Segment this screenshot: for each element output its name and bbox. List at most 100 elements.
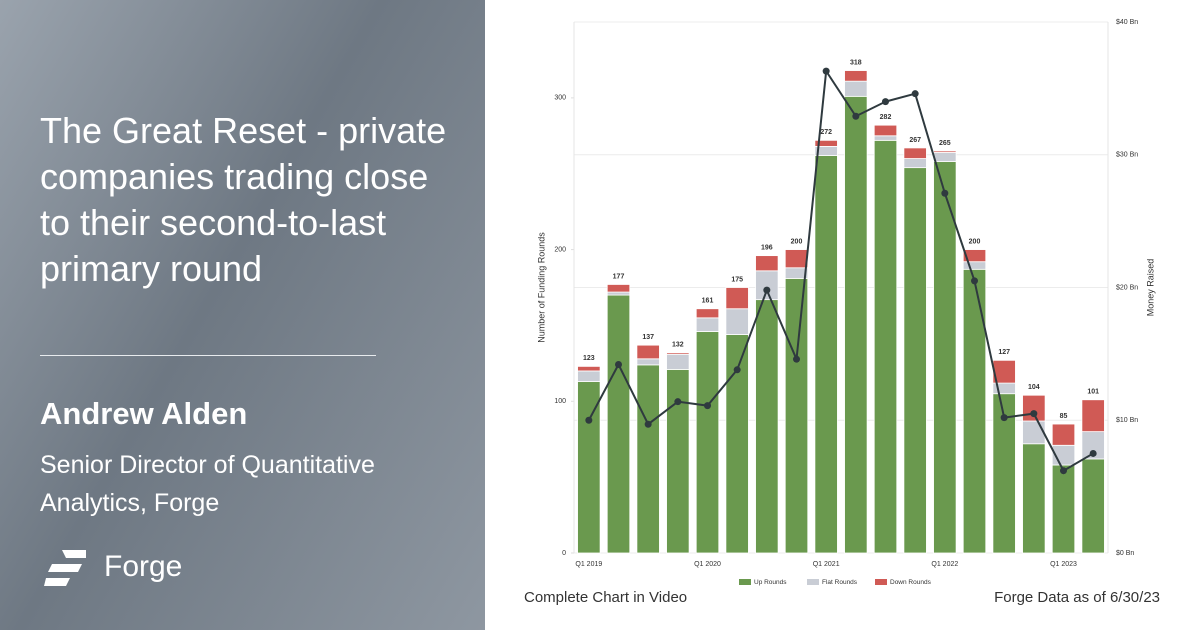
total-label: 196 xyxy=(761,244,773,251)
total-label: 318 xyxy=(850,59,862,66)
bar-segment xyxy=(636,358,660,366)
divider xyxy=(40,355,376,356)
legend-swatch xyxy=(807,579,819,585)
bar-segment xyxy=(725,308,749,335)
bar-segment xyxy=(873,135,898,141)
total-label: 161 xyxy=(702,298,714,305)
logo-icon xyxy=(44,550,86,586)
line-point xyxy=(941,189,949,197)
bar-segment xyxy=(666,369,690,554)
bar-segment xyxy=(933,150,957,153)
bar-segment xyxy=(962,268,987,554)
footer-left: Complete Chart in Video xyxy=(524,589,687,606)
bar-segment xyxy=(962,261,987,270)
y2-tick-label: $0 Bn xyxy=(1116,550,1134,557)
line-point xyxy=(644,420,652,428)
bar-segment xyxy=(903,147,927,159)
y-tick-label: 300 xyxy=(554,95,566,102)
bar-segment xyxy=(1081,399,1105,433)
line-point xyxy=(911,90,919,98)
bar-segment xyxy=(695,317,720,332)
bar-segment xyxy=(903,167,927,554)
bar-segment xyxy=(1051,464,1076,554)
bar-segment xyxy=(636,364,660,554)
legend-label: Flat Rounds xyxy=(822,579,858,586)
y-tick-label: 100 xyxy=(554,398,566,405)
line-point xyxy=(1089,449,1097,457)
bar-segment xyxy=(844,95,868,554)
y-tick-label: 0 xyxy=(562,550,566,557)
bar-segment xyxy=(1022,443,1046,554)
line-point xyxy=(733,366,741,374)
bar-segment xyxy=(1022,420,1046,445)
total-label: 272 xyxy=(820,129,832,136)
x-tick-label: Q1 2020 xyxy=(694,561,721,568)
legend-label: Down Rounds xyxy=(890,579,932,586)
total-label: 101 xyxy=(1087,389,1099,396)
bar-segment xyxy=(1051,423,1076,446)
bar-segment xyxy=(755,270,779,301)
bar-segment xyxy=(636,344,660,360)
bar-segment xyxy=(903,158,927,169)
line-point xyxy=(674,398,682,406)
headline: The Great Reset - private companies trad… xyxy=(40,110,447,289)
total-label: 127 xyxy=(998,349,1010,356)
brand: Forge xyxy=(104,550,183,583)
x-tick-label: Q1 2023 xyxy=(1050,561,1077,568)
bar-segment xyxy=(873,139,898,554)
total-label: 137 xyxy=(642,334,654,341)
bar-segment xyxy=(992,359,1016,384)
total-label: 123 xyxy=(583,355,595,362)
line-point xyxy=(1030,410,1038,418)
total-label: 85 xyxy=(1060,413,1068,420)
line-series xyxy=(587,68,1094,473)
bar-segment xyxy=(606,284,631,293)
footer-right: Forge Data as of 6/30/23 xyxy=(994,589,1160,606)
bar-segment xyxy=(962,249,987,263)
line-point xyxy=(822,67,830,75)
bar-segment xyxy=(666,352,690,355)
x-tick-label: Q1 2021 xyxy=(813,561,840,568)
bar-segment xyxy=(755,299,779,554)
bar-segment xyxy=(606,294,631,554)
bar-segment xyxy=(577,365,601,372)
total-label: 132 xyxy=(672,342,684,349)
line-point xyxy=(1060,467,1067,475)
legend-swatch xyxy=(875,579,887,585)
line-point xyxy=(852,112,860,120)
y2-tick-label: $10 Bn xyxy=(1116,417,1138,424)
bar-segment xyxy=(933,152,957,162)
x-tick-label: Q1 2022 xyxy=(931,561,958,568)
bar-segment xyxy=(814,155,838,554)
line-point xyxy=(882,98,889,106)
bar-segment xyxy=(1022,394,1046,422)
bar-segment xyxy=(577,370,601,382)
total-label: 175 xyxy=(731,276,743,283)
line-point xyxy=(585,416,593,424)
bar-segment xyxy=(873,124,898,137)
bar-segment xyxy=(1081,458,1105,554)
y2-tick-label: $30 Bn xyxy=(1116,152,1138,159)
author-role: Senior Director of Quantitative Analytic… xyxy=(40,451,375,517)
legend-label: Up Rounds xyxy=(754,579,787,586)
bar-segment xyxy=(725,287,749,310)
line-point xyxy=(763,286,771,294)
side-panel: The Great Reset - private companies trad… xyxy=(0,0,485,630)
y2-tick-label: $40 Bn xyxy=(1116,19,1138,26)
bar-segment xyxy=(755,255,779,272)
y-tick-label: 200 xyxy=(554,246,566,253)
y2-axis-title: Money Raised xyxy=(1145,259,1155,317)
bar-segment xyxy=(933,161,957,554)
total-label: 265 xyxy=(939,140,951,147)
x-tick-label: Q1 2019 xyxy=(575,561,602,568)
line-point xyxy=(971,277,978,285)
total-label: 200 xyxy=(791,238,803,245)
line-point xyxy=(615,360,622,368)
bar-segment xyxy=(814,139,838,147)
bar-segment xyxy=(695,308,720,319)
total-label: 177 xyxy=(613,273,625,280)
total-label: 104 xyxy=(1028,384,1040,391)
bar-segment xyxy=(844,70,868,82)
total-label: 282 xyxy=(880,114,892,121)
